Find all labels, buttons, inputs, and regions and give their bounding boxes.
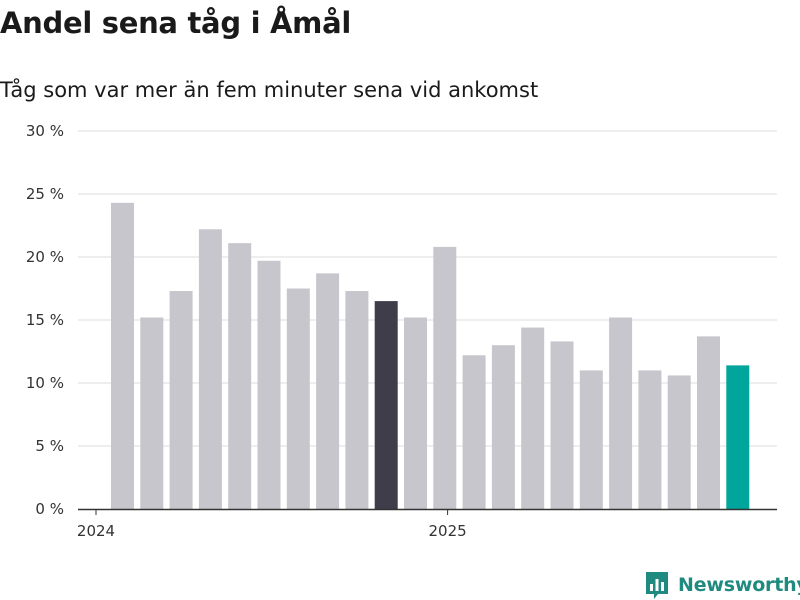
brand-name: Newsworthy [678,574,800,596]
bar [111,202,134,509]
y-tick-label: 15 % [26,311,64,329]
y-tick-label: 25 % [26,185,64,203]
bar-chart: 0 % 5 % 10 % 15 % 20 % 25 % 30 % 2024 2025 [26,122,777,540]
bar [667,375,691,509]
x-tick-label: 2024 [77,522,115,540]
bar [228,243,252,509]
bar [404,317,427,509]
bar [140,317,164,509]
bar [609,317,633,509]
bar [433,246,457,510]
bar [462,355,486,509]
bar [697,336,720,509]
bar-latest [726,365,750,509]
brand-logo: Newsworthy [644,570,800,600]
x-tick-label: 2025 [429,522,467,540]
bar [316,273,340,509]
bar [198,229,222,509]
chart-subtitle: Tåg som var mer än fem minuter sena vid … [0,78,539,102]
bar [286,288,310,509]
bar [579,370,603,509]
bar-highlight [374,301,398,509]
y-tick-label: 30 % [26,122,64,140]
y-tick-label: 5 % [35,437,64,455]
bar [257,260,281,509]
bar [169,291,193,509]
bar [521,327,545,509]
chart-title: Andel sena tåg i Åmål [0,6,351,40]
bar [345,291,369,509]
y-tick-label: 10 % [26,374,64,392]
bar [550,341,574,509]
newsworthy-logo-icon [646,572,668,599]
bar [491,345,515,509]
y-tick-label: 20 % [26,248,64,266]
y-tick-label: 0 % [35,500,64,518]
bar [638,370,662,509]
